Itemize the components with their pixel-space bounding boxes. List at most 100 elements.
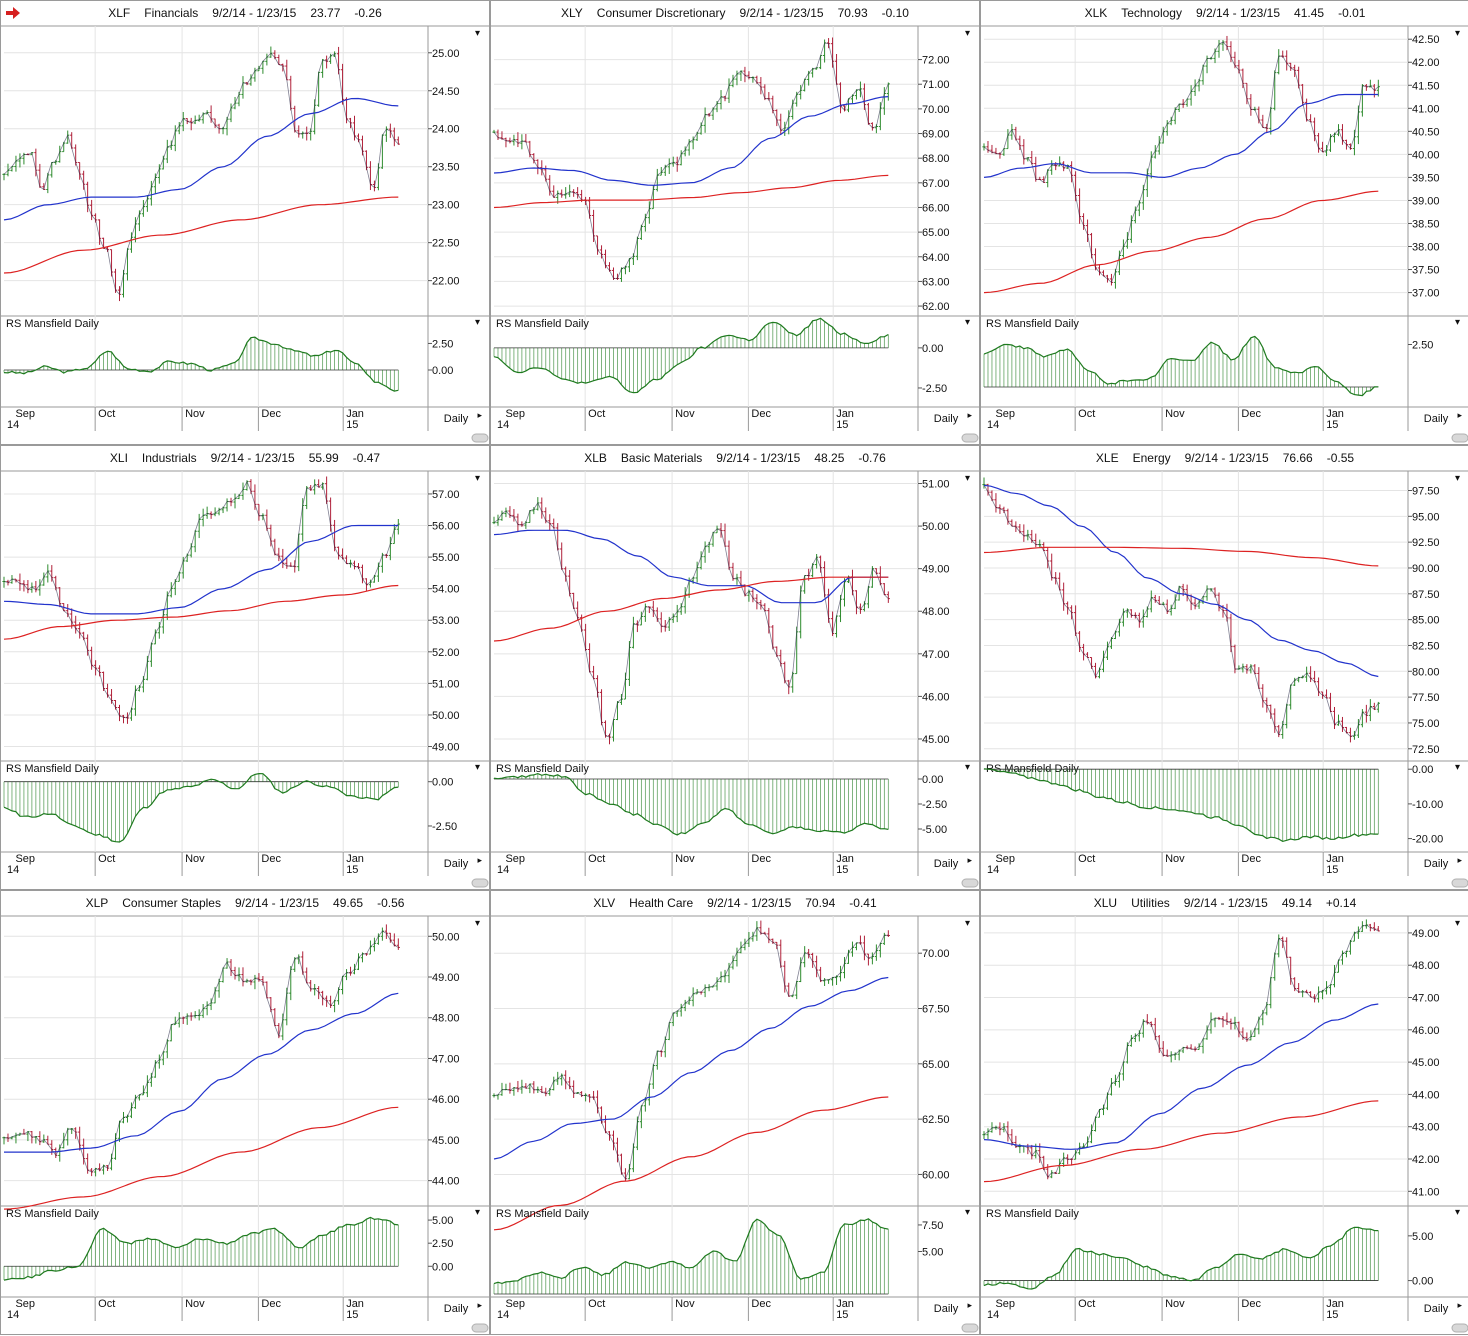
title-range: 9/2/14 - 1/23/15 — [740, 6, 824, 20]
rs-menu-icon[interactable]: ▾ — [475, 1207, 480, 1218]
frequency-label[interactable]: Daily — [934, 858, 959, 870]
price-menu-icon[interactable]: ▾ — [475, 918, 480, 929]
price-tick-label: 85.00 — [1412, 615, 1440, 627]
rs-menu-icon[interactable]: ▾ — [475, 317, 480, 328]
chart-panel-xlb: XLB Basic Materials 9/2/14 - 1/23/15 48.25-… — [490, 445, 980, 890]
price-tick-label: 82.50 — [1412, 640, 1440, 652]
ma-long-line — [3, 1106, 399, 1210]
price-tick-label: 48.00 — [922, 606, 950, 618]
title-symbol: XLI — [110, 451, 128, 465]
price-tick-label: 71.00 — [922, 79, 950, 91]
panel-frame — [490, 0, 980, 445]
price-menu-icon[interactable]: ▾ — [475, 473, 480, 484]
month-label: Dec — [261, 853, 281, 865]
price-bars — [492, 497, 890, 745]
rs-tick-label: 5.00 — [432, 1215, 453, 1227]
rs-tick-label: 7.50 — [922, 1220, 943, 1232]
arrow-right-icon[interactable] — [6, 7, 20, 19]
ma-short-line — [493, 529, 889, 604]
rs-histogram — [493, 1218, 889, 1294]
rs-menu-icon[interactable]: ▾ — [1455, 762, 1460, 773]
frequency-menu-icon[interactable]: ▸ — [477, 410, 482, 420]
year-label: 15 — [346, 419, 358, 431]
price-menu-icon[interactable]: ▾ — [965, 473, 970, 484]
price-menu-icon[interactable]: ▾ — [1455, 473, 1460, 484]
title-range: 9/2/14 - 1/23/15 — [235, 896, 319, 910]
frequency-menu-icon[interactable]: ▸ — [967, 410, 972, 420]
frequency-label[interactable]: Daily — [444, 413, 469, 425]
rs-menu-icon[interactable]: ▾ — [1455, 317, 1460, 328]
title-symbol: XLE — [1096, 451, 1119, 465]
rs-menu-icon[interactable]: ▾ — [965, 1207, 970, 1218]
rs-line — [493, 317, 889, 394]
title-change: -0.01 — [1338, 6, 1366, 20]
ma-long-line — [493, 1096, 889, 1231]
scroll-handle[interactable] — [1451, 433, 1468, 443]
frequency-menu-icon[interactable]: ▸ — [967, 1300, 972, 1310]
scroll-handle[interactable] — [471, 878, 489, 888]
frequency-menu-icon[interactable]: ▸ — [967, 855, 972, 865]
rs-label: RS Mansfield Daily — [496, 1208, 589, 1220]
price-tick-label: 47.00 — [432, 1053, 460, 1065]
frequency-menu-icon[interactable]: ▸ — [477, 855, 482, 865]
rs-menu-icon[interactable]: ▾ — [965, 762, 970, 773]
panel-frame — [0, 0, 490, 445]
scroll-handle[interactable] — [961, 1323, 979, 1333]
price-tick-label: 62.00 — [922, 301, 950, 313]
frequency-label[interactable]: Daily — [1424, 413, 1449, 425]
frequency-label[interactable]: Daily — [934, 1303, 959, 1315]
rs-label: RS Mansfield Daily — [6, 318, 99, 330]
scroll-handle[interactable] — [471, 433, 489, 443]
rs-histogram — [3, 337, 399, 392]
price-tick-label: 66.00 — [922, 202, 950, 214]
rs-label: RS Mansfield Daily — [496, 318, 589, 330]
month-label: Sep — [15, 853, 35, 865]
frequency-menu-icon[interactable]: ▸ — [1457, 410, 1462, 420]
price-tick-label: 42.50 — [1412, 34, 1440, 46]
chart-title: XLK Technology 9/2/14 - 1/23/15 41.45 -0.01 — [1085, 6, 1366, 20]
month-label: Jan — [836, 408, 854, 420]
price-menu-icon[interactable]: ▾ — [965, 28, 970, 39]
frequency-label[interactable]: Daily — [934, 413, 959, 425]
frequency-label[interactable]: Daily — [444, 1303, 469, 1315]
ma-short-line — [3, 524, 399, 615]
scroll-handle[interactable] — [471, 1323, 489, 1333]
close-line — [3, 52, 399, 296]
month-label: Dec — [261, 408, 281, 420]
rs-menu-icon[interactable]: ▾ — [475, 762, 480, 773]
title-last: 70.94 — [805, 896, 835, 910]
price-tick-label: 95.00 — [1412, 511, 1440, 523]
rs-menu-icon[interactable]: ▾ — [965, 317, 970, 328]
price-menu-icon[interactable]: ▾ — [965, 918, 970, 929]
ma-long-line — [3, 584, 399, 640]
price-tick-label: 80.00 — [1412, 666, 1440, 678]
price-menu-icon[interactable]: ▾ — [1455, 918, 1460, 929]
ma-short-line — [3, 97, 399, 221]
scroll-handle[interactable] — [961, 433, 979, 443]
scroll-handle[interactable] — [961, 878, 979, 888]
price-bar — [886, 591, 890, 603]
title-symbol: XLB — [584, 451, 607, 465]
frequency-label[interactable]: Daily — [444, 858, 469, 870]
rs-histogram — [3, 1217, 399, 1281]
price-tick-label: 67.00 — [922, 178, 950, 190]
frequency-menu-icon[interactable]: ▸ — [477, 1300, 482, 1310]
panel-frame — [980, 445, 1468, 890]
price-tick-label: 49.00 — [1412, 928, 1440, 940]
price-menu-icon[interactable]: ▾ — [475, 28, 480, 39]
title-name: Energy — [1133, 451, 1171, 465]
price-tick-label: 65.00 — [922, 227, 950, 239]
title-change: +0.14 — [1326, 896, 1357, 910]
year-label: 14 — [497, 419, 509, 431]
year-label: 14 — [987, 864, 999, 876]
scroll-handle[interactable] — [1451, 878, 1468, 888]
price-menu-icon[interactable]: ▾ — [1455, 28, 1460, 39]
frequency-menu-icon[interactable]: ▸ — [1457, 855, 1462, 865]
title-last: 55.99 — [309, 451, 339, 465]
month-label: Jan — [346, 1298, 364, 1310]
rs-menu-icon[interactable]: ▾ — [1455, 1207, 1460, 1218]
price-tick-label: 40.00 — [1412, 149, 1440, 161]
price-tick-label: 37.50 — [1412, 265, 1440, 277]
frequency-label[interactable]: Daily — [1424, 858, 1449, 870]
month-label: Oct — [1078, 408, 1095, 420]
